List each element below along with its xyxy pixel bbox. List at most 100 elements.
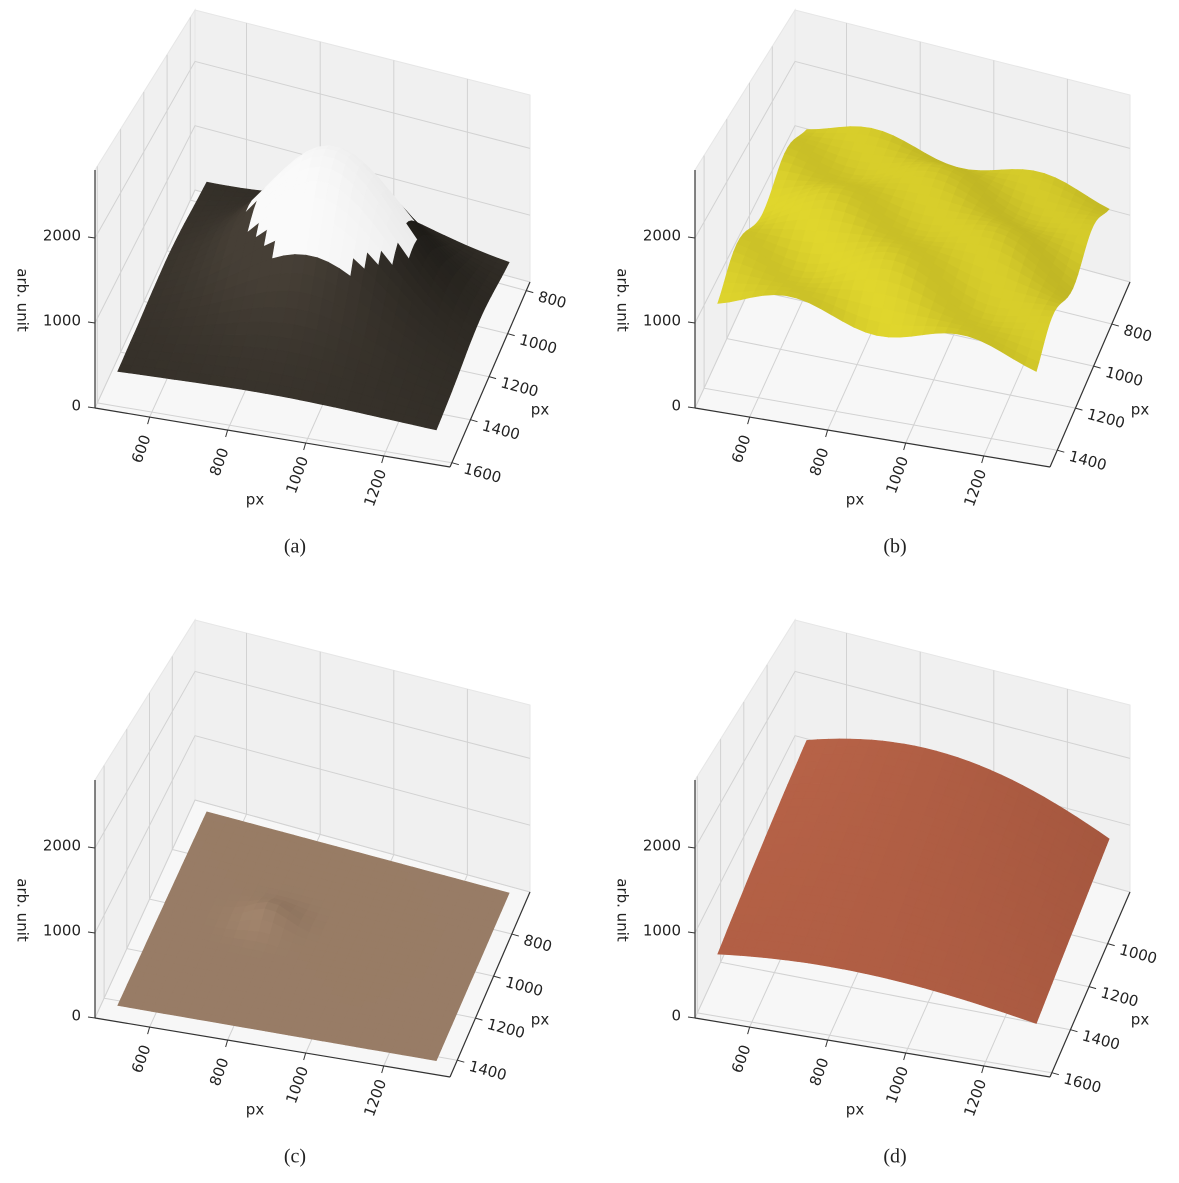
z-tick-label: 2000	[43, 837, 81, 855]
tick-mark	[475, 1017, 483, 1021]
tick-mark	[147, 1026, 151, 1035]
tick-mark	[451, 462, 459, 466]
tick-mark	[687, 236, 696, 239]
grid-line	[94, 60, 531, 239]
z-axis-label: arb. unit	[14, 268, 32, 332]
panel: 600 800 1000 1200 800 1000 1200 1400 0 1000 2000 px…	[614, 8, 1154, 558]
tick-mark	[687, 846, 696, 849]
tick-mark	[87, 1016, 96, 1019]
axis-line	[449, 891, 531, 1078]
axis-line	[1049, 891, 1131, 1078]
y-tick-label: 800	[1122, 321, 1154, 346]
grid-line	[694, 60, 1131, 239]
caption: (b)	[883, 536, 906, 558]
y-tick-label: 1000	[1117, 940, 1159, 967]
z-tick-label: 0	[671, 1007, 681, 1025]
y-tick-label: 1600	[1062, 1070, 1104, 1097]
y-tick-label: 1400	[480, 416, 522, 443]
tick-mark	[87, 236, 96, 239]
panel: 600 800 1000 1200 800 1000 1200 1400 0 1000 2000 px…	[14, 618, 554, 1168]
y-tick-label: 1000	[1103, 363, 1145, 390]
surface-patch	[1024, 356, 1040, 372]
surface-patch	[424, 1052, 440, 1062]
z-tick-label: 0	[671, 397, 681, 415]
tick-mark	[507, 333, 515, 337]
tick-mark	[470, 419, 478, 423]
x-tick-label: 1000	[882, 454, 912, 496]
y-tick-label: 1200	[485, 1015, 527, 1042]
x-axis-label: px	[246, 1101, 265, 1119]
tick-mark	[1093, 365, 1101, 369]
axis-line	[694, 1017, 1051, 1078]
grid-line	[694, 670, 1131, 849]
tick-mark	[825, 1039, 829, 1048]
tick-mark	[1070, 1029, 1078, 1033]
tick-mark	[303, 442, 307, 451]
z-tick-label: 2000	[643, 227, 681, 245]
z-axis-label: arb. unit	[614, 268, 632, 332]
y-tick-label: 800	[522, 931, 554, 956]
tick-mark	[1111, 323, 1119, 327]
tick-mark	[87, 931, 96, 934]
x-tick-label: 800	[206, 445, 233, 478]
y-tick-label: 1400	[467, 1057, 509, 1084]
z-tick-label: 0	[71, 1007, 81, 1025]
x-axis-label: px	[846, 491, 865, 509]
tick-mark	[526, 290, 534, 294]
x-axis-label: px	[846, 1101, 865, 1119]
x-tick-label: 1200	[960, 1077, 990, 1119]
x-tick-label: 600	[728, 432, 755, 465]
x-tick-label: 800	[806, 445, 833, 478]
tick-mark	[903, 442, 907, 451]
tick-mark	[147, 416, 151, 425]
z-axis-label: arb. unit	[14, 878, 32, 942]
tick-mark	[747, 1026, 751, 1035]
axis-line	[1049, 281, 1131, 468]
x-tick-label: 600	[128, 432, 155, 465]
x-tick-label: 800	[806, 1055, 833, 1088]
panel: 600 800 1000 1200 1000 1200 1400 1600 0 1000 2000 p…	[614, 618, 1159, 1168]
tick-mark	[1057, 449, 1065, 453]
tick-mark	[825, 429, 829, 438]
axis-line	[94, 407, 451, 468]
caption: (a)	[284, 536, 306, 558]
axis-line	[449, 281, 531, 468]
tick-mark	[381, 455, 385, 464]
z-tick-label: 1000	[643, 312, 681, 330]
axis-line	[94, 1017, 451, 1078]
y-axis-label: px	[1131, 1011, 1150, 1029]
tick-mark	[687, 1016, 696, 1019]
panel: 600 800 1000 1200 800 1000 1200 1400 1600 0 1000 20…	[14, 8, 568, 558]
grid-line	[94, 735, 531, 934]
z-tick-label: 2000	[643, 837, 681, 855]
x-tick-label: 800	[206, 1055, 233, 1088]
tick-mark	[1088, 986, 1097, 990]
x-tick-label: 1200	[960, 467, 990, 509]
tick-mark	[225, 1039, 229, 1048]
tick-mark	[687, 321, 696, 324]
x-axis-label: px	[246, 491, 265, 509]
tick-mark	[903, 1052, 907, 1061]
z-axis-label: arb. unit	[614, 878, 632, 942]
y-tick-label: 1200	[1085, 405, 1127, 432]
y-tick-label: 1400	[1067, 447, 1109, 474]
surface-patch	[1024, 1012, 1040, 1024]
tick-mark	[747, 416, 751, 425]
tick-mark	[493, 975, 501, 979]
y-axis-label: px	[531, 401, 550, 419]
y-tick-label: 1600	[462, 460, 504, 487]
tick-mark	[687, 931, 696, 934]
tick-mark	[1075, 407, 1083, 411]
z-tick-label: 1000	[43, 312, 81, 330]
y-tick-label: 1000	[517, 330, 559, 357]
z-tick-label: 1000	[643, 922, 681, 940]
tick-mark	[511, 933, 519, 937]
tick-mark	[381, 1065, 385, 1074]
tick-mark	[488, 376, 497, 380]
y-tick-label: 1200	[499, 373, 541, 400]
tick-mark	[87, 846, 96, 849]
grid-line	[94, 125, 531, 324]
x-tick-label: 1200	[360, 467, 390, 509]
tick-mark	[981, 1065, 985, 1074]
